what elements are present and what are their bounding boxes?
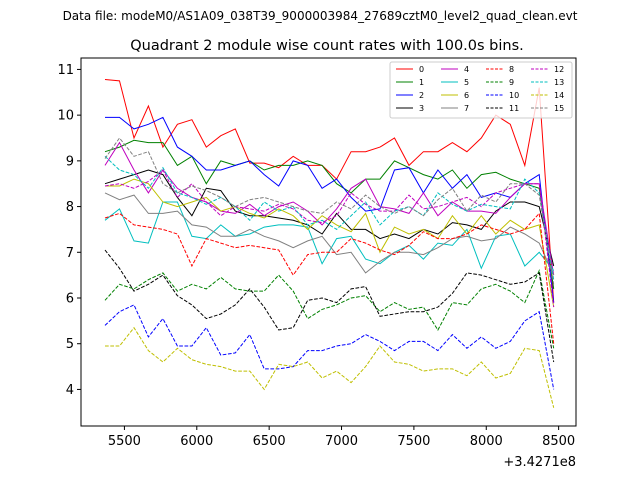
y-axis: 4 5 6 7 8 9 10 11 xyxy=(57,63,81,398)
x-tick-label: 8500 xyxy=(542,434,575,449)
series-line-14 xyxy=(105,326,555,408)
series-line-5 xyxy=(104,201,555,271)
x-axis: 5500 6000 6500 7000 7500 8000 8500 xyxy=(108,426,575,449)
series-line-6 xyxy=(105,178,555,308)
legend-label-11: 11 xyxy=(509,104,519,113)
series-line-9 xyxy=(104,268,555,349)
series-line-15 xyxy=(104,137,555,285)
series-line-7 xyxy=(104,192,555,276)
legend-label-1: 1 xyxy=(419,78,424,87)
x-tick-label: 7500 xyxy=(397,434,430,449)
legend-label-4: 4 xyxy=(464,65,469,74)
series-line-8 xyxy=(104,212,555,344)
series-line-11 xyxy=(104,249,555,363)
legend-label-13: 13 xyxy=(554,78,564,87)
y-tick-label: 7 xyxy=(66,246,74,261)
x-tick-label: 8000 xyxy=(470,434,503,449)
plot-frame xyxy=(80,57,577,427)
legend-label-14: 14 xyxy=(554,91,564,100)
legend-label-7: 7 xyxy=(464,104,469,113)
legend-label-8: 8 xyxy=(509,65,514,74)
x-tick-label: 7000 xyxy=(325,434,358,449)
legend-label-9: 9 xyxy=(509,78,514,87)
x-tick-label: 6500 xyxy=(253,434,286,449)
y-tick-label: 10 xyxy=(57,109,74,124)
y-tick-label: 4 xyxy=(66,383,74,398)
legend-label-15: 15 xyxy=(554,104,564,113)
series-line-3 xyxy=(104,169,555,267)
y-tick-label: 11 xyxy=(57,63,74,78)
plot-lines xyxy=(104,79,555,408)
series-line-0 xyxy=(104,79,555,303)
legend-label-2: 2 xyxy=(419,91,424,100)
legend-label-12: 12 xyxy=(554,65,564,74)
series-line-10 xyxy=(104,304,555,390)
legend-label-0: 0 xyxy=(419,65,424,74)
legend-box xyxy=(389,61,573,119)
series-line-4 xyxy=(104,141,555,276)
series-line-2 xyxy=(105,116,555,303)
legend-label-5: 5 xyxy=(464,78,469,87)
data-file-label: Data file: modeM0/AS1A09_038T39_90000039… xyxy=(63,9,578,23)
y-tick-label: 5 xyxy=(66,337,74,352)
legend-label-6: 6 xyxy=(464,91,469,100)
chart-title: Quadrant 2 module wise count rates with … xyxy=(130,38,524,54)
y-tick-label: 6 xyxy=(66,292,74,307)
legend-label-3: 3 xyxy=(419,104,424,113)
x-offset-text: +3.4271e8 xyxy=(503,455,576,470)
y-tick-label: 8 xyxy=(66,200,74,215)
legend-label-10: 10 xyxy=(509,91,519,100)
x-tick-label: 5500 xyxy=(108,434,141,449)
series-line-13 xyxy=(104,155,555,280)
y-tick-label: 9 xyxy=(66,154,74,169)
series-line-1 xyxy=(104,139,555,289)
x-tick-label: 6000 xyxy=(180,434,213,449)
